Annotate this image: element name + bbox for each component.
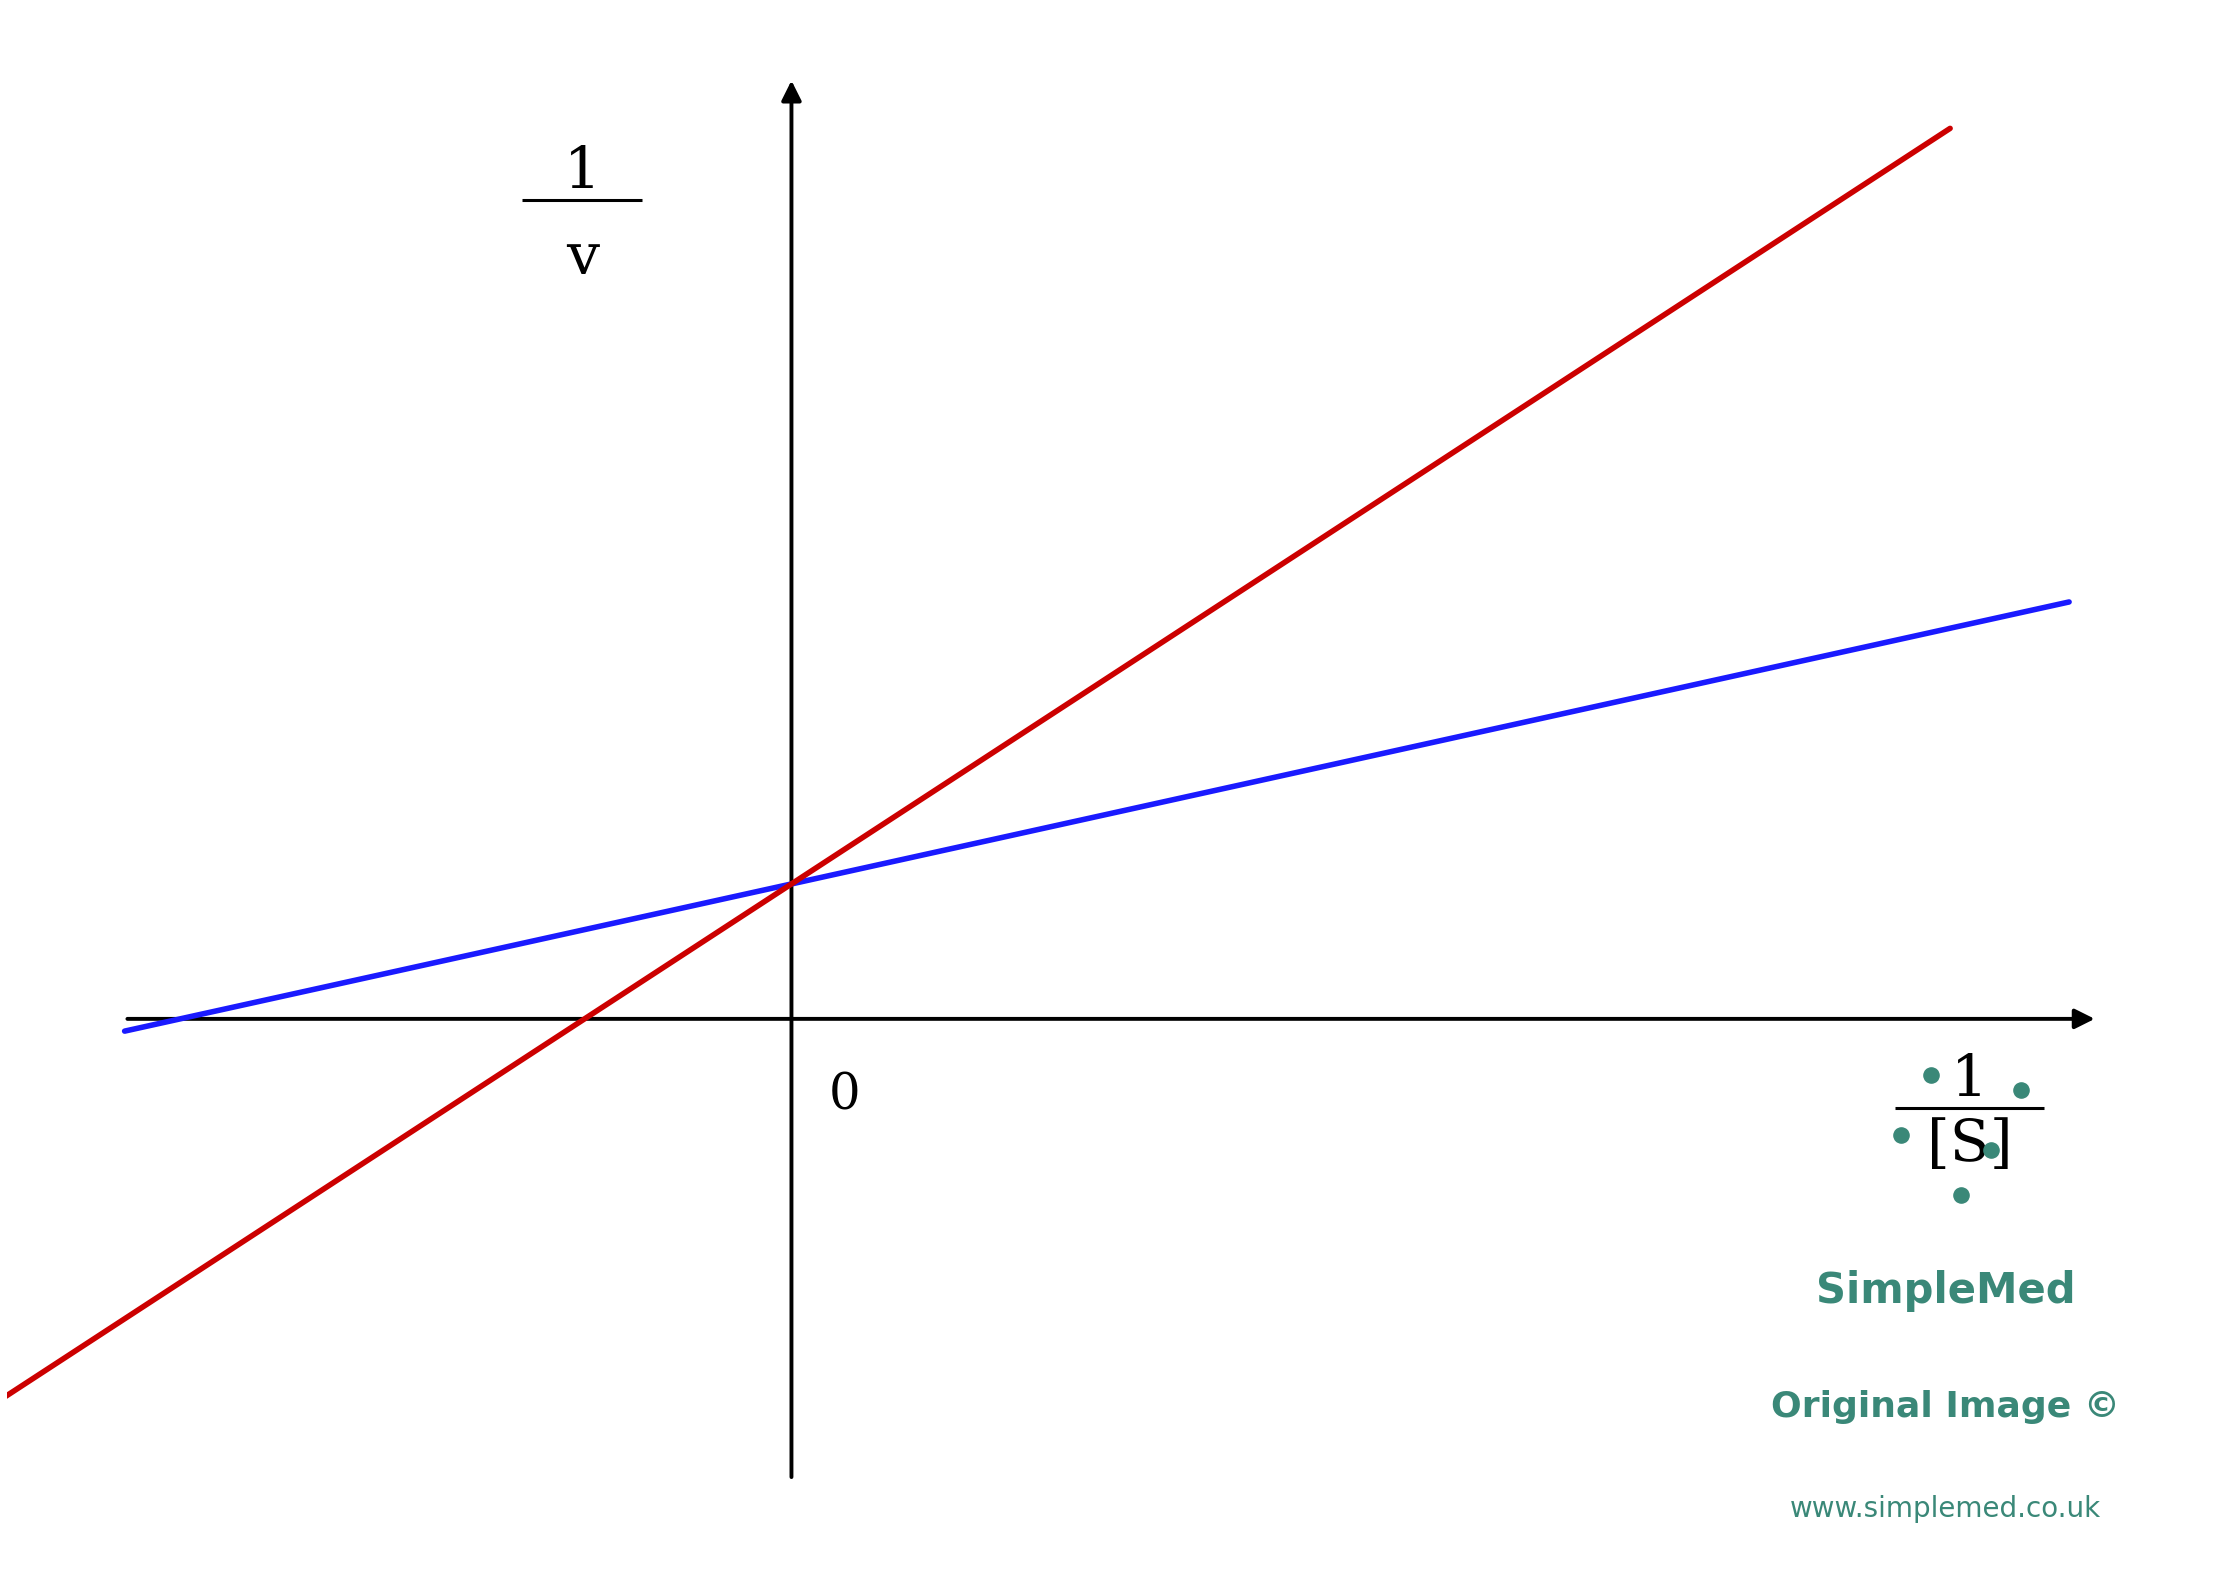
Text: www.simplemed.co.uk: www.simplemed.co.uk: [1790, 1494, 2100, 1523]
Point: [1972, 1137, 2007, 1162]
Point: [1943, 1183, 1978, 1208]
Text: 1: 1: [563, 143, 601, 200]
Text: [S]: [S]: [1927, 1118, 2012, 1174]
Text: Original Image ©: Original Image ©: [1772, 1390, 2120, 1424]
Text: 1: 1: [1952, 1051, 1987, 1108]
Point: [1883, 1123, 1919, 1148]
Point: [1914, 1062, 1950, 1088]
Text: SimpleMed: SimpleMed: [1817, 1270, 2076, 1312]
Text: 0: 0: [830, 1072, 861, 1121]
Point: [2003, 1077, 2038, 1102]
Text: v: v: [566, 230, 599, 286]
